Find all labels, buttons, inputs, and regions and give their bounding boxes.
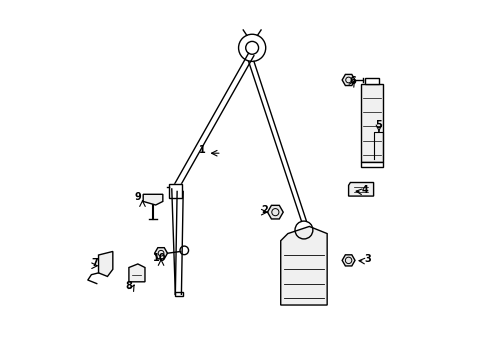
Text: 2: 2: [262, 205, 268, 215]
Text: 3: 3: [365, 254, 371, 264]
Polygon shape: [342, 75, 355, 86]
Text: 8: 8: [125, 281, 132, 291]
Text: 10: 10: [152, 253, 166, 264]
Text: 4: 4: [361, 185, 368, 194]
Polygon shape: [169, 184, 182, 198]
Polygon shape: [98, 251, 113, 276]
Polygon shape: [342, 255, 355, 266]
Polygon shape: [281, 226, 327, 305]
Bar: [175, 292, 183, 296]
Polygon shape: [268, 205, 283, 219]
Bar: [361, 162, 383, 167]
Bar: [361, 84, 383, 162]
Text: 7: 7: [92, 258, 98, 268]
Polygon shape: [155, 248, 168, 259]
Text: 5: 5: [375, 120, 382, 130]
Polygon shape: [143, 194, 163, 205]
Text: 6: 6: [350, 76, 357, 86]
Polygon shape: [348, 183, 373, 196]
Text: 1: 1: [199, 145, 205, 155]
Text: 9: 9: [135, 192, 142, 202]
Bar: [365, 78, 379, 84]
Polygon shape: [129, 264, 145, 282]
